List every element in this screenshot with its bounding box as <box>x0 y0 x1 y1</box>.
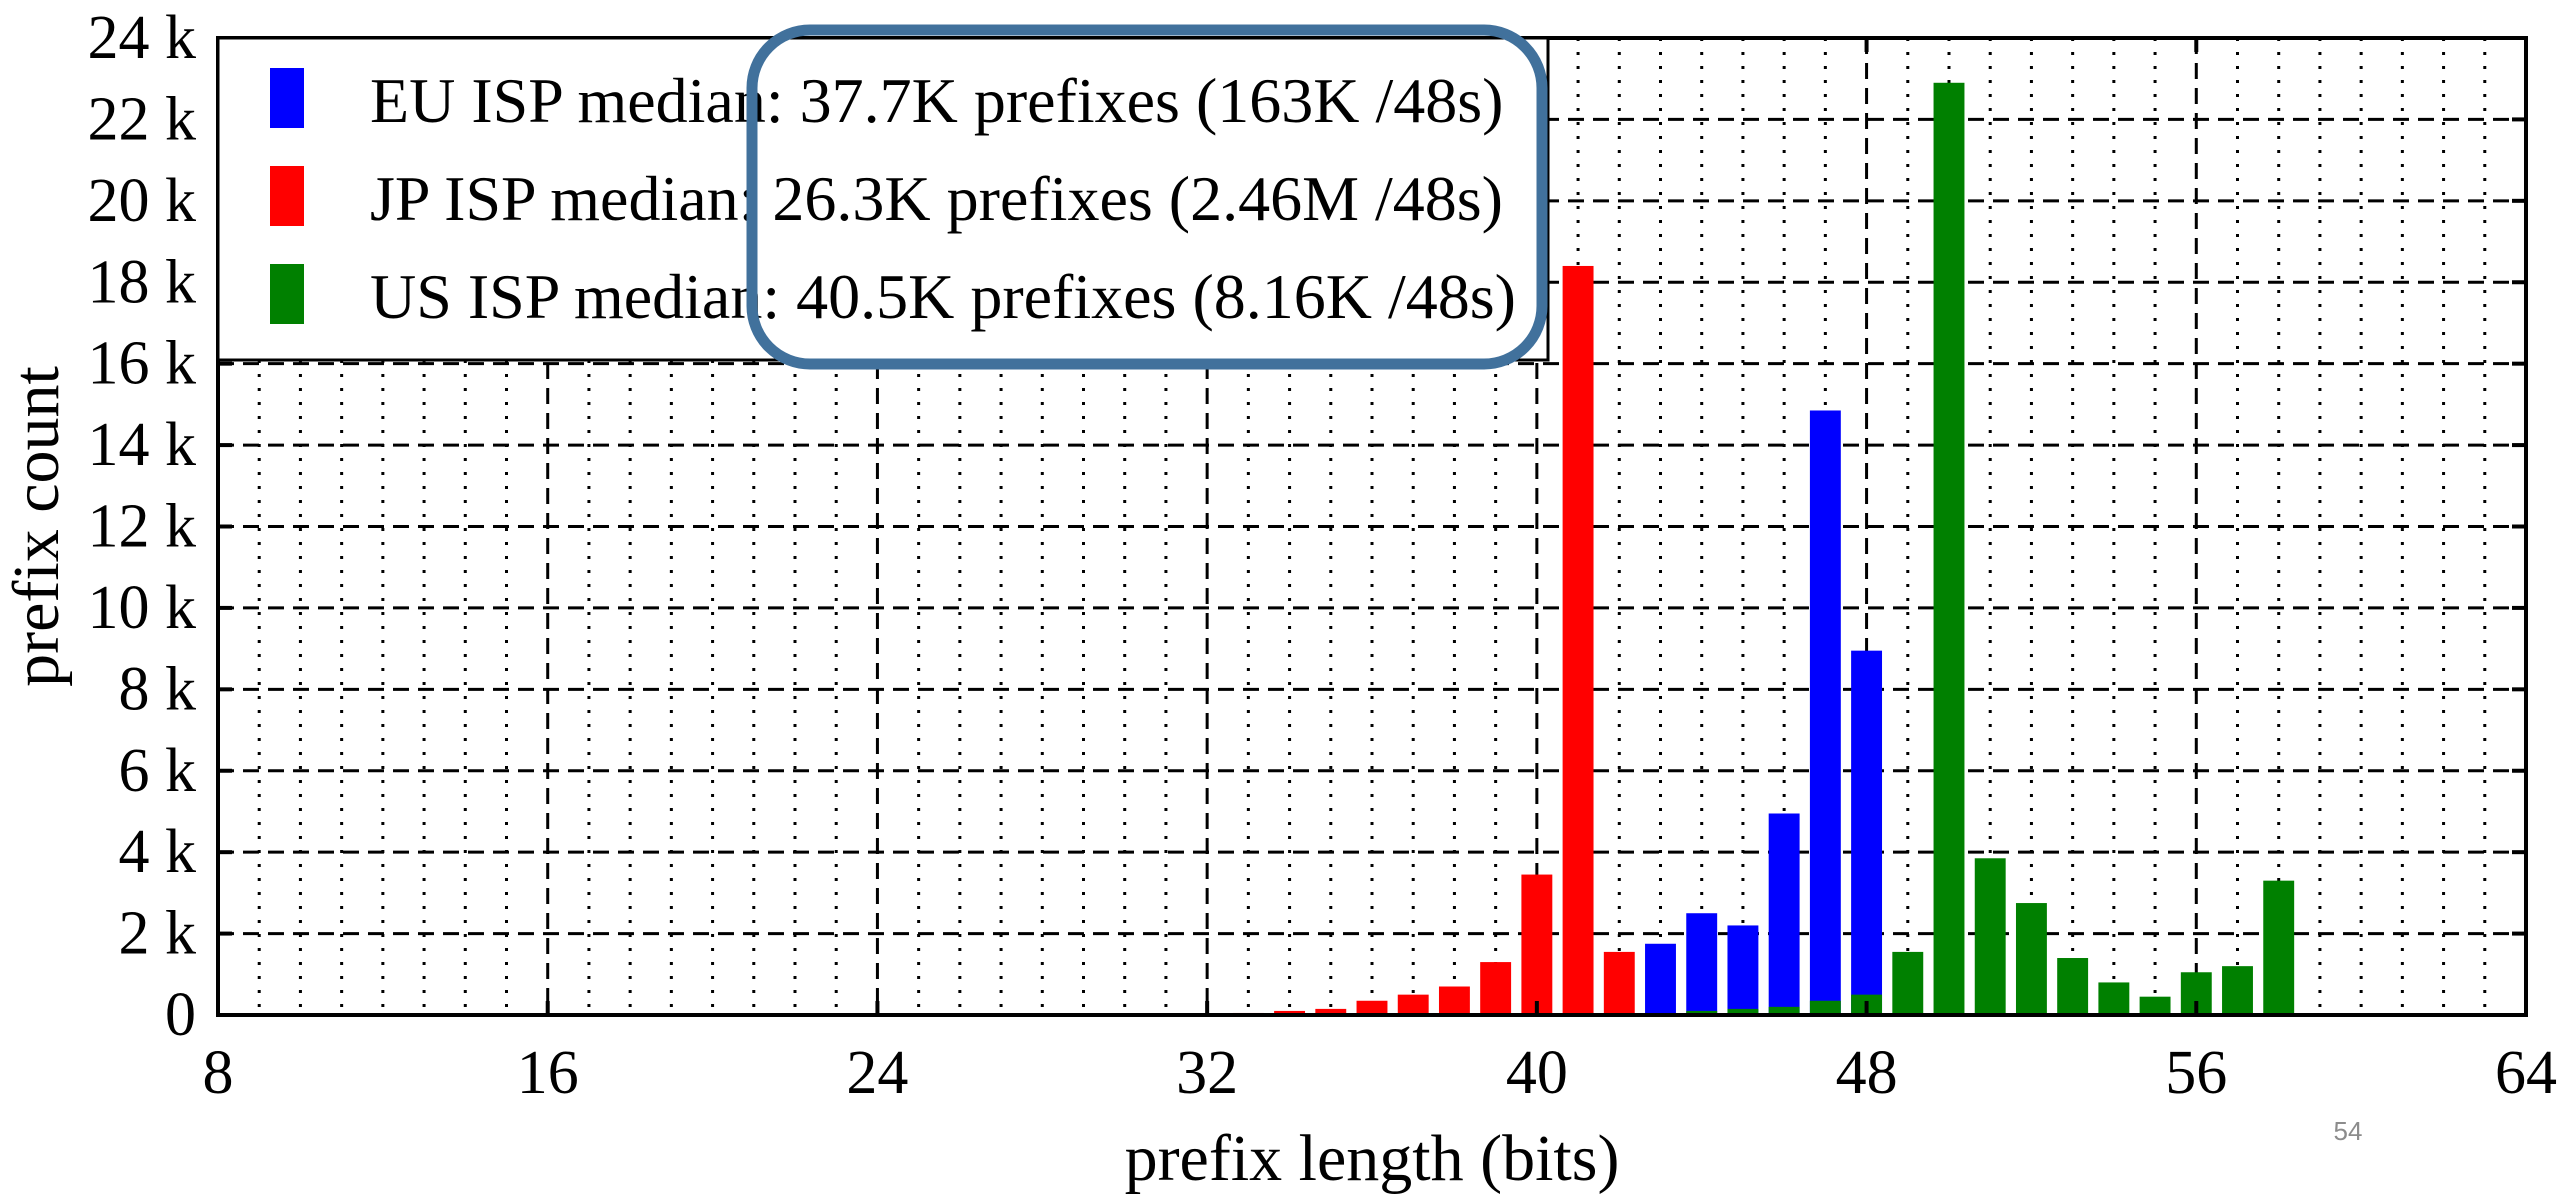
legend-swatch-us <box>270 264 304 324</box>
bar-jp-39 <box>1480 962 1512 1015</box>
bar-us-51 <box>1974 858 2006 1015</box>
x-tick-label: 16 <box>517 1039 579 1107</box>
bars <box>1232 82 2295 1015</box>
bar-eu-44 <box>1686 913 1718 1015</box>
x-tick-label: 8 <box>203 1039 234 1107</box>
legend-swatch-jp <box>270 166 304 226</box>
y-axis-title: prefix count <box>0 366 73 687</box>
y-tick-label: 22 k <box>88 85 197 153</box>
bar-us-50 <box>1933 82 1965 1015</box>
legend: EU ISP median: 37.7K prefixes (163K /48s… <box>216 36 1550 362</box>
x-tick-label: 24 <box>846 1039 908 1107</box>
x-tick-label: 48 <box>1836 1039 1898 1107</box>
y-tick-label: 18 k <box>88 248 197 316</box>
bar-eu-46 <box>1768 813 1800 1015</box>
bar-us-57 <box>2222 966 2253 1015</box>
bar-us-46 <box>1768 1006 1800 1015</box>
bar-jp-38 <box>1438 986 1470 1015</box>
y-tick-label: 14 k <box>88 411 197 479</box>
y-tick-label: 16 k <box>88 330 197 398</box>
legend-entry-eu: EU ISP median: 37.7K prefixes (163K /48s… <box>370 65 1503 136</box>
x-tick-label: 32 <box>1176 1039 1238 1107</box>
bar-us-47 <box>1809 1000 1841 1015</box>
y-tick-label: 12 k <box>88 493 197 561</box>
bar-jp-42 <box>1603 951 1635 1015</box>
y-tick-label: 0 <box>165 981 196 1049</box>
y-tick-label: 4 k <box>119 818 197 886</box>
legend-entry-jp: JP ISP median: 26.3K prefixes (2.46M /48… <box>370 163 1503 234</box>
bar-us-49 <box>1892 951 1924 1015</box>
bar-us-44 <box>1686 1010 1718 1015</box>
bar-jp-35 <box>1315 1008 1347 1015</box>
bar-eu-43 <box>1645 943 1676 1015</box>
bar-eu-48 <box>1851 650 1883 1015</box>
bar-jp-41 <box>1562 265 1594 1015</box>
legend-box <box>216 36 1550 362</box>
y-tick-label: 24 k <box>88 4 197 72</box>
x-axis-title: prefix length (bits) <box>1125 1122 1620 1195</box>
bar-us-45 <box>1727 1008 1759 1015</box>
bar-eu-45 <box>1727 925 1759 1015</box>
bar-jp-34 <box>1274 1010 1306 1015</box>
bar-us-53 <box>2057 958 2089 1015</box>
x-tick-label: 56 <box>2165 1039 2227 1107</box>
y-tick-label: 2 k <box>119 900 197 968</box>
bar-us-58 <box>2263 880 2295 1015</box>
y-tick-label: 6 k <box>119 737 197 805</box>
bar-jp-40 <box>1521 874 1553 1015</box>
bar-jp-36 <box>1356 1000 1388 1015</box>
bar-us-55 <box>2139 996 2171 1015</box>
x-tick-label: 64 <box>2495 1039 2557 1107</box>
y-tick-label: 10 k <box>88 574 197 642</box>
y-tick-label: 8 k <box>119 655 197 723</box>
y-tick-label: 20 k <box>88 167 197 235</box>
x-tick-label: 40 <box>1506 1039 1568 1107</box>
legend-swatch-eu <box>270 68 304 128</box>
bar-us-52 <box>2015 903 2047 1015</box>
highlight-callout <box>746 24 1548 370</box>
legend-entry-us: US ISP median: 40.5K prefixes (8.16K /48… <box>370 261 1516 332</box>
slide-number: 54 <box>2334 1116 2363 1146</box>
bar-jp-37 <box>1397 994 1429 1015</box>
bar-us-54 <box>2098 982 2130 1015</box>
bar-eu-47 <box>1809 410 1841 1015</box>
